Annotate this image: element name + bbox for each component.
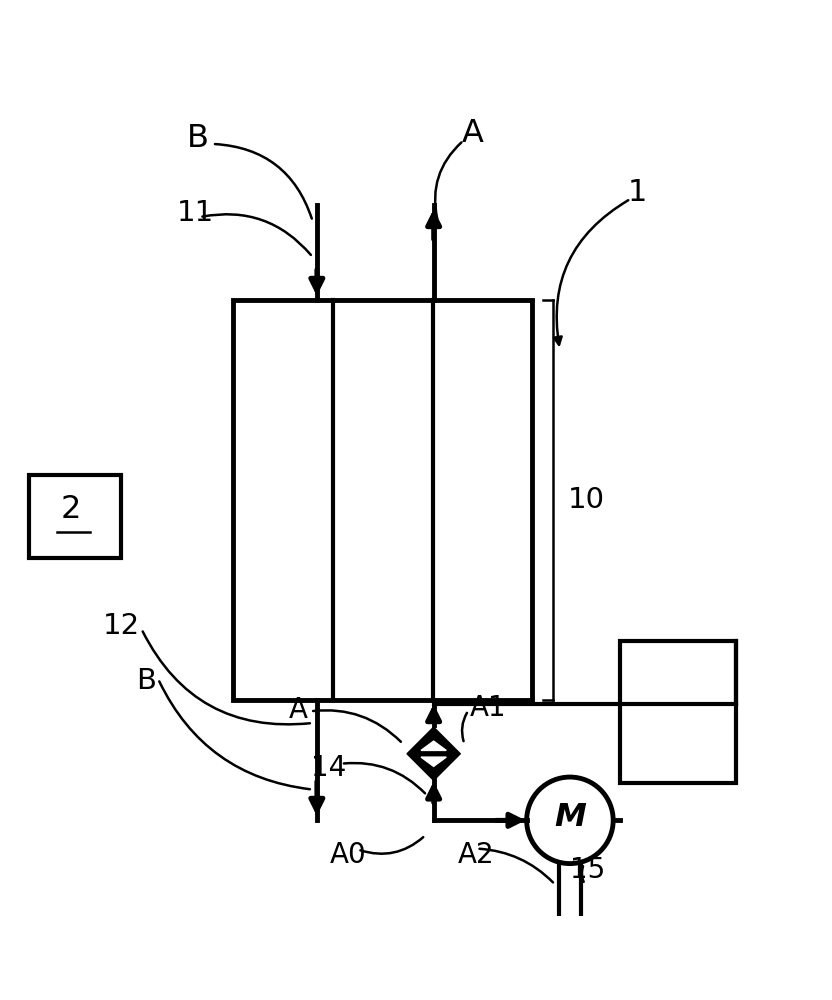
Circle shape: [527, 777, 613, 864]
Text: 10: 10: [568, 486, 605, 514]
Text: 1: 1: [628, 178, 647, 207]
Polygon shape: [407, 754, 460, 780]
Text: A: A: [289, 696, 307, 724]
Polygon shape: [421, 757, 446, 766]
Text: M: M: [554, 802, 586, 833]
Polygon shape: [421, 741, 446, 750]
Text: 11: 11: [177, 199, 215, 227]
Text: B: B: [136, 667, 156, 695]
Bar: [620, 641, 736, 783]
Bar: [233, 300, 532, 700]
Text: B: B: [187, 123, 209, 154]
Text: 14: 14: [311, 754, 346, 782]
Text: A0: A0: [329, 841, 366, 869]
Text: 15: 15: [570, 856, 605, 884]
Bar: [29, 475, 121, 558]
Text: A1: A1: [470, 694, 507, 722]
Text: 2: 2: [61, 494, 81, 525]
Text: A: A: [462, 118, 483, 149]
Polygon shape: [407, 727, 460, 754]
Text: A2: A2: [458, 841, 494, 869]
Text: 12: 12: [102, 612, 140, 640]
